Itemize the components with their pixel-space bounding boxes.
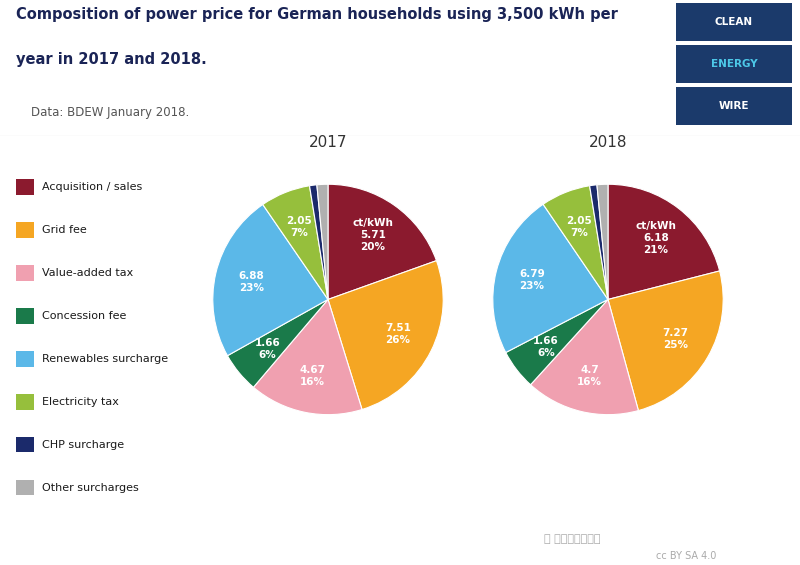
Title: 2018: 2018 [589,135,627,150]
Text: Other surcharges: Other surcharges [42,483,138,493]
Text: Acquisition / sales: Acquisition / sales [42,182,142,192]
Text: 4.7
16%: 4.7 16% [578,364,602,386]
Text: ENERGY: ENERGY [710,59,758,69]
Text: year in 2017 and 2018.: year in 2017 and 2018. [16,51,206,67]
Text: 7.51
26%: 7.51 26% [385,324,411,345]
Text: ct/kWh
6.18
21%: ct/kWh 6.18 21% [636,220,677,255]
FancyBboxPatch shape [676,87,792,125]
Bar [16,394,34,410]
Wedge shape [506,299,608,385]
Wedge shape [317,184,328,299]
Bar [16,437,34,453]
Text: 4.67
16%: 4.67 16% [299,365,326,387]
Text: Grid fee: Grid fee [42,225,86,235]
Wedge shape [493,205,608,353]
Bar [16,351,34,367]
Text: Renewables surcharge: Renewables surcharge [42,354,168,364]
Text: 🔍 国际能源小数据: 🔍 国际能源小数据 [544,534,601,544]
Wedge shape [328,260,443,410]
Wedge shape [310,185,328,299]
Text: 7.27
25%: 7.27 25% [662,328,689,350]
Text: 6.88
23%: 6.88 23% [239,271,265,293]
Wedge shape [262,186,328,299]
Text: Concession fee: Concession fee [42,311,126,321]
Text: Electricity tax: Electricity tax [42,397,118,407]
Wedge shape [608,271,723,411]
Text: Data: BDEW January 2018.: Data: BDEW January 2018. [16,106,190,119]
Bar [16,308,34,324]
Wedge shape [597,184,608,299]
Wedge shape [213,205,328,356]
FancyBboxPatch shape [676,3,792,41]
Title: 2017: 2017 [309,135,347,150]
Text: WIRE: WIRE [718,101,750,111]
Wedge shape [254,299,362,415]
Text: 2.05
7%: 2.05 7% [566,216,592,238]
Text: ct/kWh
5.71
20%: ct/kWh 5.71 20% [353,219,394,253]
Bar [16,266,34,281]
Text: 2.05
7%: 2.05 7% [286,216,312,238]
FancyBboxPatch shape [676,45,792,82]
Wedge shape [227,299,328,387]
Text: 6.79
23%: 6.79 23% [519,270,545,292]
Bar [16,180,34,195]
Wedge shape [328,184,437,299]
Text: Value-added tax: Value-added tax [42,268,133,278]
Wedge shape [530,299,638,415]
Wedge shape [543,186,608,299]
Text: Composition of power price for German households using 3,500 kWh per: Composition of power price for German ho… [16,7,618,22]
Text: 1.66
6%: 1.66 6% [254,338,280,360]
Wedge shape [590,185,608,299]
Bar [16,480,34,496]
Text: CHP surcharge: CHP surcharge [42,440,124,450]
Text: cc BY SA 4.0: cc BY SA 4.0 [656,551,716,560]
Bar [16,223,34,238]
Text: 1.66
6%: 1.66 6% [533,336,559,358]
Wedge shape [608,184,720,299]
Text: CLEAN: CLEAN [715,17,753,27]
